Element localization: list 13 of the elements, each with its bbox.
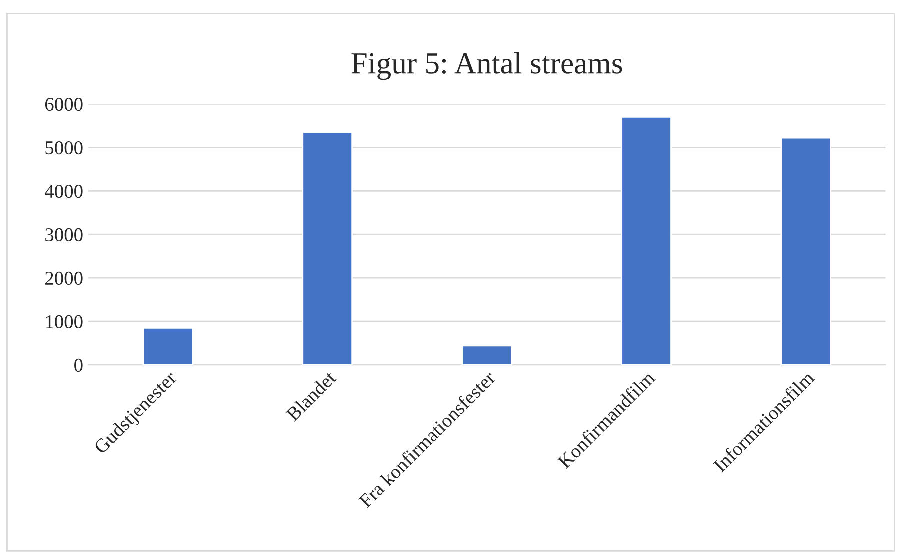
- y-tick-label: 6000: [45, 98, 83, 112]
- chart-title: Figur 5: Antal streams: [352, 52, 622, 80]
- bar: [462, 345, 512, 366]
- y-tick-label: 0: [74, 358, 83, 372]
- bar: [780, 137, 832, 366]
- y-tick-label: 4000: [45, 184, 83, 198]
- bar: [142, 327, 194, 366]
- y-tick-label: 5000: [46, 141, 83, 155]
- bar: [302, 132, 354, 366]
- y-tick-label: 1000: [46, 315, 83, 329]
- y-tick-label: 3000: [46, 228, 83, 242]
- y-tick-label: 2000: [46, 272, 83, 286]
- bar: [621, 116, 672, 366]
